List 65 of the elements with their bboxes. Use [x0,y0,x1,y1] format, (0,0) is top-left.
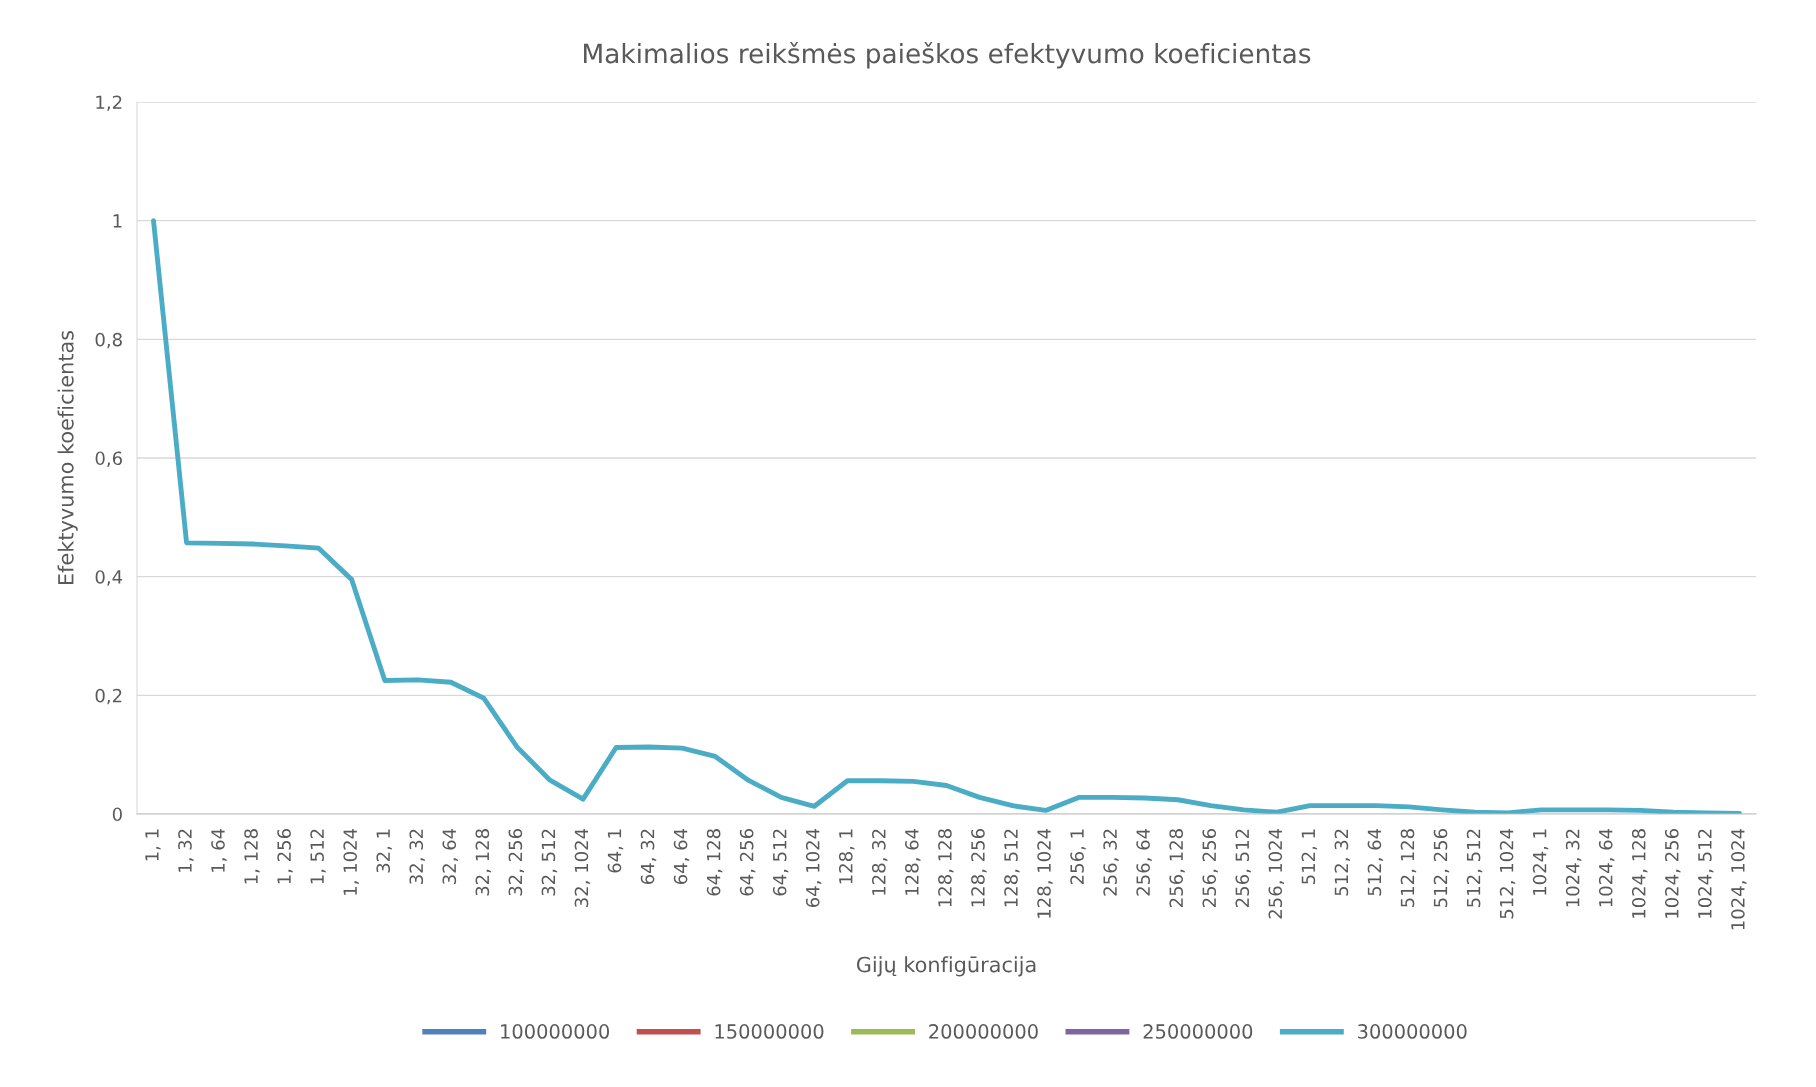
y-axis-title: Efektyvumo koeficientas [57,330,78,585]
x-tick-label: 512, 128 [1400,829,1417,907]
x-tick-label: 64, 128 [706,829,723,896]
y-tick-label: 0,6 [95,451,122,467]
y-tick-label: 0,2 [95,688,122,705]
x-tick-label: 32, 64 [442,828,458,884]
x-tick-label: 256, 512 [1235,829,1251,907]
x-tick-label: 1, 256 [277,829,293,884]
x-tick-label: 32, 128 [475,829,492,896]
x-tick-label: 64, 1024 [805,828,822,908]
x-tick-label: 1, 32 [178,829,194,872]
x-tick-label: 512, 256 [1433,829,1450,907]
x-tick-label: 1024, 128 [1631,829,1648,918]
x-tick-label: 32, 256 [508,829,525,896]
x-tick-label: 256, 32 [1103,829,1119,896]
y-tick-label: 1 [113,214,122,228]
x-tick-label: 1024, 512 [1698,829,1714,918]
x-tick-label: 256, 64 [1136,828,1152,896]
legend-label: 200000000 [929,1024,1038,1039]
x-axis-title: Gijų konfigūracija [856,956,1036,977]
x-tick-label: 512, 64 [1367,828,1384,896]
x-tick-label: 512, 512 [1466,829,1483,907]
x-tick-label: 128, 512 [1004,829,1020,907]
x-tick-label: 64, 32 [640,829,657,885]
legend-label: 150000000 [715,1024,824,1039]
x-tick-label: 64, 512 [772,829,789,896]
x-tick-label: 256, 256 [1202,829,1218,907]
y-tick-label: 0,4 [95,570,123,586]
x-tick-label: 64, 64 [673,828,690,885]
y-tick-label: 1,2 [96,95,122,111]
x-tick-label: 512, 32 [1334,829,1351,896]
legend-label: 100000000 [501,1024,610,1039]
x-tick-label: 1024, 1024 [1731,828,1747,930]
x-tick-label: 128, 128 [938,829,954,907]
x-tick-label: 32, 32 [409,829,425,884]
x-tick-label: 128, 32 [872,829,888,895]
y-tick-label: 0,8 [95,332,122,349]
x-tick-label: 512, 1024 [1499,828,1516,919]
x-tick-label: 64, 256 [739,829,756,896]
x-tick-label: 1024, 64 [1598,828,1615,907]
x-tick-label: 128, 256 [971,829,987,907]
chart-title: Makimalios reikšmės paieškos efektyvumo koeficientas [584,42,1311,69]
x-tick-label: 64, 1 [607,829,624,873]
x-tick-label: 32, 512 [541,829,558,896]
x-tick-label: 1, 1 [145,829,161,861]
x-tick-label: 128, 1 [838,829,855,884]
x-tick-label: 32, 1024 [574,828,591,907]
line-series [151,218,1742,814]
x-tick-label: 128, 1024 [1037,828,1053,918]
y-tick-label: 0 [112,807,122,822]
x-tick-label: 1, 64 [211,828,227,872]
legend-label: 250000000 [1143,1024,1253,1039]
x-tick-label: 128, 64 [905,828,921,895]
x-tick-label: 256, 128 [1169,829,1185,907]
x-tick-label: 1, 128 [244,829,260,884]
x-tick-label: 1, 1024 [343,828,359,895]
x-tick-label: 32, 1 [376,829,392,873]
x-tick-label: 256, 1024 [1268,828,1284,919]
x-tick-label: 256, 1 [1070,829,1086,884]
legend-label: 300000000 [1358,1024,1467,1039]
x-tick-label: 1024, 1 [1532,829,1549,895]
x-tick-label: 512, 1 [1301,829,1318,884]
x-tick-label: 1024, 32 [1565,829,1582,907]
x-tick-label: 1024, 256 [1664,829,1681,918]
x-tick-label: 1, 512 [310,829,326,884]
